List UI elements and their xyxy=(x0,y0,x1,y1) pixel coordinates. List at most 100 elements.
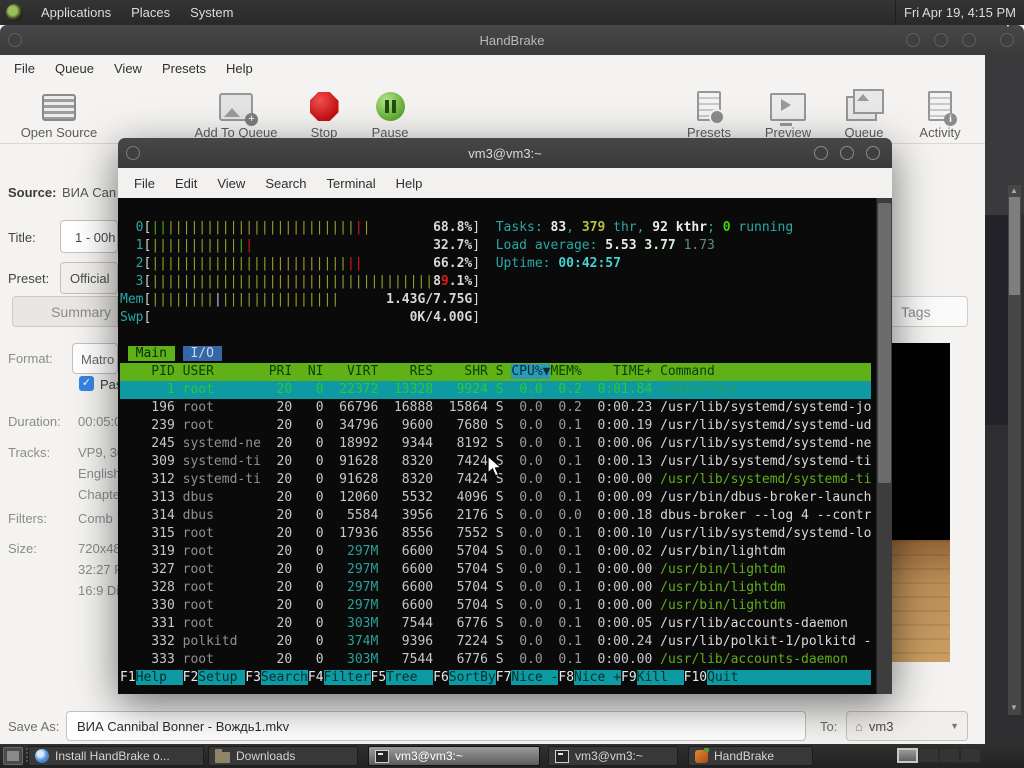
htop-fnkey-f7[interactable]: F7 xyxy=(495,670,512,685)
htop-fnkey-f9[interactable]: F9 xyxy=(621,670,637,685)
htop-fnkey-f5[interactable]: F5 xyxy=(370,670,387,685)
save-as-input[interactable]: ВИА Cannibal Bonner - Вождь1.mkv xyxy=(66,711,806,741)
terminal-titlebar[interactable]: vm3@vm3:~ xyxy=(118,138,892,168)
preset-combo[interactable]: Official xyxy=(60,262,118,294)
stop-button[interactable]: Stop xyxy=(262,85,386,140)
panel-clock[interactable]: Fri Apr 19, 4:15 PM xyxy=(895,0,1024,25)
htop-fnlabel-sortby[interactable]: SortBy xyxy=(448,670,496,685)
htop-process-row[interactable]: 332 polkitd 20 0 374M 9396 7224 S 0.0 0.… xyxy=(120,634,872,649)
terminal-scrollbar[interactable] xyxy=(876,198,892,694)
htop-fnkey-f2[interactable]: F2 xyxy=(182,670,199,685)
handbrake-menu-queue[interactable]: Queue xyxy=(54,60,94,76)
passthru-checkbox[interactable]: ✓ xyxy=(79,376,94,391)
panel-menu-system[interactable]: System xyxy=(190,5,234,20)
htop-fnlabel-setup[interactable]: Setup xyxy=(198,670,246,685)
extra-window-button[interactable] xyxy=(1000,33,1014,47)
terminal-scrollbar-thumb[interactable] xyxy=(878,203,891,483)
maximize-button[interactable] xyxy=(934,33,948,47)
htop-fnlabel-quit[interactable]: Quit xyxy=(707,670,739,685)
open-source-button[interactable]: Open Source xyxy=(0,85,121,140)
close-button[interactable] xyxy=(962,33,976,47)
task-handbrake[interactable]: HandBrake xyxy=(688,746,813,766)
htop-fnkey-f10[interactable]: F10 xyxy=(683,670,708,685)
htop-tab-io[interactable]: I/O xyxy=(182,346,222,361)
handbrake-menu-view[interactable]: View xyxy=(114,60,142,76)
htop-tab-main[interactable]: Main xyxy=(127,346,175,361)
browser-scrollbar[interactable] xyxy=(1008,185,1021,715)
htop-process-row[interactable]: 196 root 20 0 66796 16888 15864 S 0.0 0.… xyxy=(120,400,872,415)
task-downloads[interactable]: Downloads xyxy=(208,746,358,766)
htop-process-row[interactable]: 312 systemd-ti 20 0 91628 8320 7424 S 0.… xyxy=(120,472,872,487)
htop-process-row[interactable]: 313 dbus 20 0 12060 5532 4096 S 0.0 0.1 … xyxy=(120,490,872,505)
add-to-queue-button[interactable]: Add To Queue xyxy=(174,85,298,140)
htop-fnkey-f3[interactable]: F3 xyxy=(245,670,261,685)
htop-column-header[interactable]: PID USER PRI NI VIRT RES SHR S CPU%▼MEM%… xyxy=(120,363,871,381)
panel-menu-places[interactable]: Places xyxy=(131,5,171,20)
close-button[interactable] xyxy=(866,146,880,160)
window-menu-button[interactable] xyxy=(8,33,22,47)
htop-fnkey-f8[interactable]: F8 xyxy=(558,670,575,685)
htop-process-row[interactable]: 330 root 20 0 297M 6600 5704 S 0.0 0.1 0… xyxy=(120,598,786,613)
htop-fnlabel-tree[interactable]: Tree xyxy=(386,670,434,685)
distro-logo-icon[interactable] xyxy=(6,4,23,21)
format-combo[interactable]: Matro xyxy=(72,343,118,374)
terminal-menu-terminal[interactable]: Terminal xyxy=(326,175,376,191)
title-combo[interactable]: 1 - 00h xyxy=(60,220,118,253)
size-value: 16:9 Di xyxy=(78,583,120,598)
tab-summary[interactable]: Summary xyxy=(12,296,118,327)
htop-process-row[interactable]: 245 systemd-ne 20 0 18992 9344 8192 S 0.… xyxy=(120,436,872,451)
htop-process-row[interactable]: 331 root 20 0 303M 7544 6776 S 0.0 0.1 0… xyxy=(120,616,848,631)
terminal-menu-search[interactable]: Search xyxy=(265,175,307,191)
htop-fnlabel-search[interactable]: Search xyxy=(260,670,308,685)
activity-button[interactable]: Activity xyxy=(878,85,1002,140)
terminal-menu-help[interactable]: Help xyxy=(395,175,423,191)
terminal-content[interactable]: 0[|||||||||||||||||||||||||||| 68.8%] Ta… xyxy=(118,198,892,694)
destination-combo[interactable]: ⌂ vm3 ▼ xyxy=(846,711,968,741)
preview-button[interactable]: Preview xyxy=(726,85,850,140)
htop-fnkey-f1[interactable]: F1 xyxy=(120,670,136,685)
maximize-button[interactable] xyxy=(840,146,854,160)
terminal-menu-file[interactable]: File xyxy=(134,175,155,191)
htop-fnlabel-nice[interactable]: Nice - xyxy=(511,670,559,685)
workspace-cell-1[interactable] xyxy=(897,748,918,763)
htop-fnkey-f6[interactable]: F6 xyxy=(433,670,449,685)
handbrake-menu-presets[interactable]: Presets xyxy=(161,60,207,76)
browser-scrollbar-thumb[interactable] xyxy=(1009,197,1020,295)
htop-fnlabel-help[interactable]: Help xyxy=(135,670,183,685)
minimize-button[interactable] xyxy=(906,33,920,47)
workspace-cell-4[interactable] xyxy=(960,748,981,763)
htop-process-row[interactable]: 239 root 20 0 34796 9600 7680 S 0.0 0.1 … xyxy=(120,418,872,433)
terminal-menu-edit[interactable]: Edit xyxy=(174,175,198,191)
pause-button[interactable]: Pause xyxy=(328,85,452,140)
htop-process-row[interactable]: 315 root 20 0 17936 8556 7552 S 0.0 0.1 … xyxy=(120,526,872,541)
terminal-menu-view[interactable]: View xyxy=(217,175,246,191)
htop-process-row[interactable]: 333 root 20 0 303M 7544 6776 S 0.0 0.1 0… xyxy=(120,652,848,667)
panel-menu-applications[interactable]: Applications xyxy=(41,5,112,20)
handbrake-titlebar[interactable]: HandBrake xyxy=(0,25,1024,55)
workspace-switcher[interactable] xyxy=(897,748,981,763)
minimize-button[interactable] xyxy=(814,146,828,160)
htop-fnkey-f4[interactable]: F4 xyxy=(307,670,324,685)
htop-process-row[interactable]: 328 root 20 0 297M 6600 5704 S 0.0 0.1 0… xyxy=(120,580,786,595)
htop-process-row[interactable]: 314 dbus 20 0 5584 3956 2176 S 0.0 0.0 0… xyxy=(120,508,872,523)
task-terminal-1[interactable]: vm3@vm3:~ xyxy=(368,746,540,766)
queue-button[interactable]: Queue xyxy=(802,85,926,140)
workspace-cell-2[interactable] xyxy=(918,748,939,763)
task-terminal-2[interactable]: vm3@vm3:~ xyxy=(548,746,678,766)
presets-button[interactable]: Presets xyxy=(647,85,771,140)
htop-process-row[interactable]: 319 root 20 0 297M 6600 5704 S 0.0 0.1 0… xyxy=(120,544,786,559)
htop-fnlabel-kill[interactable]: Kill xyxy=(636,670,684,685)
scroll-down-icon[interactable]: ▼ xyxy=(1010,703,1018,712)
htop-process-row[interactable]: 309 systemd-ti 20 0 91628 8320 7424 S 0.… xyxy=(120,454,872,469)
handbrake-menu-help[interactable]: Help xyxy=(226,60,253,76)
handbrake-menu-file[interactable]: File xyxy=(14,60,35,76)
workspace-cell-3[interactable] xyxy=(939,748,960,763)
htop-fnlabel-nice[interactable]: Nice + xyxy=(574,670,621,685)
htop-process-row[interactable]: 327 root 20 0 297M 6600 5704 S 0.0 0.1 0… xyxy=(120,562,786,577)
window-menu-button[interactable] xyxy=(126,146,140,160)
show-desktop-button[interactable] xyxy=(3,747,23,765)
htop-process-row[interactable]: 1 root 20 0 22372 13328 9924 S 0.0 0.2 0… xyxy=(120,381,871,399)
htop-fnlabel-filter[interactable]: Filter xyxy=(323,670,371,685)
task-install-handbrake[interactable]: Install HandBrake o... xyxy=(28,746,204,766)
scroll-up-icon[interactable]: ▲ xyxy=(1010,186,1018,195)
